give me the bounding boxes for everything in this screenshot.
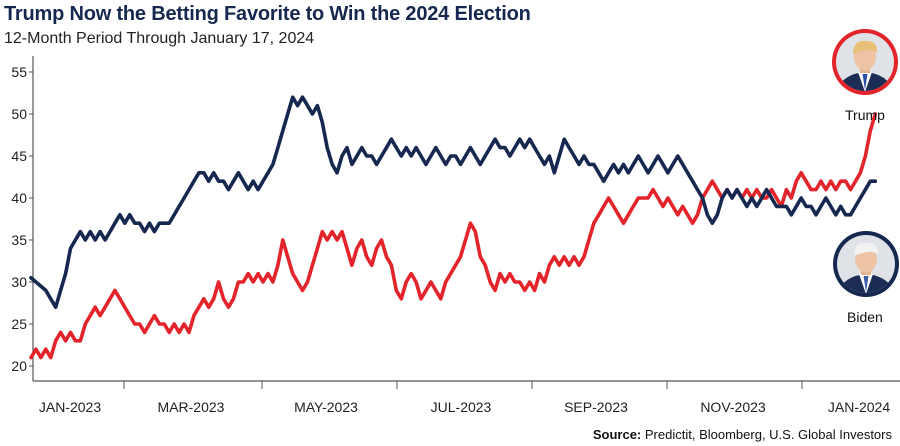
portraits — [832, 29, 899, 297]
y-tick-label: 30 — [11, 274, 27, 290]
y-tick-label: 55 — [11, 64, 27, 80]
y-tick-label: 35 — [11, 232, 27, 248]
y-tick-label: 20 — [11, 358, 27, 374]
x-tick-label: SEP-2023 — [564, 399, 628, 415]
chart-title: Trump Now the Betting Favorite to Win th… — [4, 3, 531, 25]
trump-label: Trump — [845, 107, 885, 123]
biden-portrait-icon-hair — [854, 242, 879, 256]
source-note: Source: Predictit, Bloomberg, U.S. Globa… — [593, 427, 892, 442]
x-tick-label: NOV-2023 — [700, 399, 766, 415]
chart-subtitle: 12-Month Period Through January 17, 2024 — [4, 30, 315, 47]
y-tick-label: 40 — [11, 190, 27, 206]
series-line-trump — [29, 112, 878, 360]
biden-label: Biden — [847, 309, 883, 325]
x-tick-label: JAN-2024 — [828, 399, 890, 415]
source-label: Source: — [592, 427, 642, 442]
x-tick-label: MAR-2023 — [158, 399, 225, 415]
trump-portrait-icon — [832, 29, 898, 95]
x-tick-label: MAY-2023 — [294, 399, 358, 415]
biden-portrait-icon — [833, 231, 899, 297]
x-tick-label: JAN-2023 — [39, 399, 101, 415]
y-tick-label: 45 — [11, 148, 27, 164]
y-tick-label: 25 — [11, 316, 27, 332]
x-tick-label: JUL-2023 — [431, 399, 492, 415]
biden-portrait-icon-tie — [863, 276, 869, 292]
trump-portrait-icon-hair — [853, 40, 878, 54]
y-tick-label: 50 — [11, 106, 27, 122]
chart-series — [29, 95, 878, 360]
chart-axes: 20 25 30 35 40 45 50 55 JAN-2023 MAR-2023 MAY-2023… — [11, 56, 900, 415]
source-text: Predictit, Bloomberg, U.S. Global Invest… — [644, 427, 892, 442]
trump-portrait-icon-tie — [862, 74, 868, 90]
series-line-biden — [29, 95, 878, 309]
